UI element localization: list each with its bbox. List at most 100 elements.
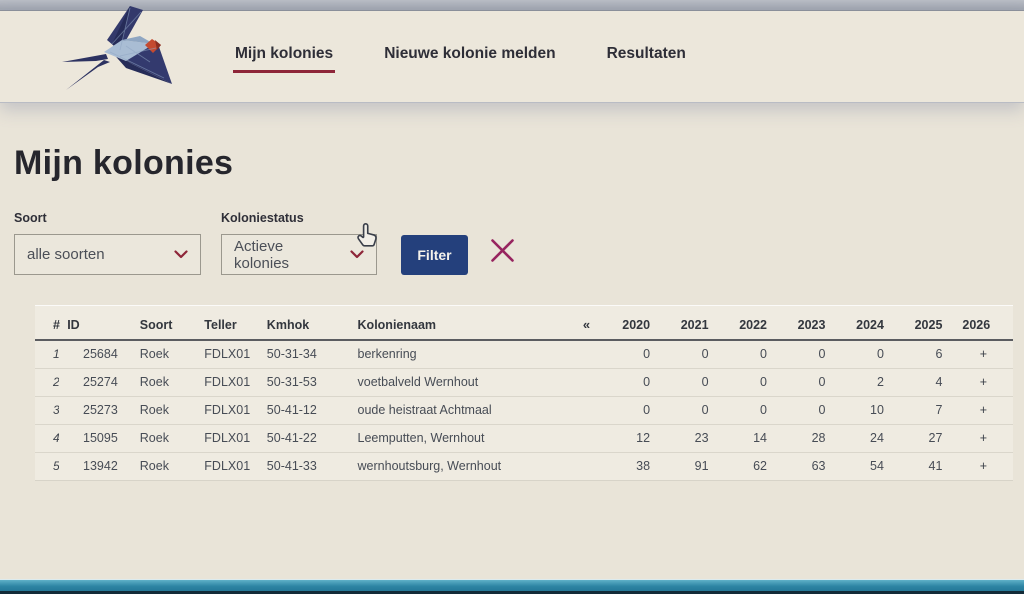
cell-count-2022: 14 [720, 424, 779, 453]
main-navigation: Mijn kolonies Nieuwe kolonie melden Resu… [233, 11, 688, 102]
cell-count-2025: 6 [895, 340, 955, 369]
col-header-soort: Soort [131, 306, 197, 341]
table-body: 1. 25684 Roek FDLX01 50-31-34 berkenring… [35, 340, 1013, 480]
cell-count-2020: 38 [636, 459, 651, 473]
cell-kmhok: 50-41-33 [266, 459, 317, 473]
cell-colony-id: 15095 [59, 424, 132, 453]
col-header-2026: 2026 [954, 306, 1013, 341]
col-header-2023: 2023 [779, 306, 838, 341]
nav-item-mijn-kolonies[interactable]: Mijn kolonies [233, 41, 336, 73]
col-header-2022: 2022 [720, 306, 779, 341]
cell-count-2023: 0 [779, 396, 838, 425]
active-tab-underline [233, 70, 336, 73]
col-header-teller: Teller [196, 306, 259, 341]
add-count-2026-button[interactable]: + [954, 368, 1013, 397]
cell-count-2021: 0 [662, 340, 721, 369]
cell-count-2024: 24 [837, 424, 896, 453]
colony-name-link[interactable]: Leemputten, Wernhout [349, 424, 570, 453]
cell-colony-id: 25274 [59, 368, 132, 397]
koloniestatus-field: Koloniestatus Actieve kolonies [221, 211, 377, 275]
colonies-table-panel: # ID Soort Teller Kmhok Kolonienaam « 20… [35, 305, 1013, 481]
cell-count-2021: 23 [662, 424, 721, 453]
nav-item-resultaten[interactable]: Resultaten [605, 41, 688, 73]
cell-kmhok: 50-41-22 [258, 424, 350, 453]
filter-button[interactable]: Filter [401, 235, 468, 275]
soort-select-value: alle soorten [27, 246, 105, 263]
cell-colony-id: 25273 [59, 396, 132, 425]
cell-count-2020: 12 [603, 424, 663, 453]
cell-count-2023: 0 [779, 368, 838, 397]
table-row: 3. 25273 Roek FDLX01 50-41-12 oude heist… [35, 396, 1013, 425]
nav-label: Nieuwe kolonie melden [384, 44, 556, 62]
filter-bar: Soort alle soorten Koloniestatus Actieve… [14, 211, 1010, 275]
cell-count-2020: 0 [603, 368, 663, 397]
add-count-2026-button[interactable]: + [954, 396, 1013, 425]
table-header-row: # ID Soort Teller Kmhok Kolonienaam « 20… [35, 306, 1013, 341]
cell-count-2020: 0 [603, 340, 663, 369]
collapse-years-button[interactable]: « [569, 306, 604, 341]
colony-name-link[interactable]: voetbalveld Wernhout [349, 368, 570, 397]
row-number: 3. [35, 396, 60, 425]
cell-soort: Roek [131, 368, 197, 397]
cell-count-2025: 41 [928, 459, 943, 473]
cell-kmhok: 50-41-12 [258, 396, 350, 425]
cell-count-2022: 0 [720, 340, 779, 369]
table-row: 4. 15095 Roek FDLX01 50-41-22 Leemputten… [35, 424, 1013, 453]
cell-count-2023: 28 [779, 424, 838, 453]
koloniestatus-select[interactable]: Actieve kolonies [221, 222, 377, 275]
table-row: 1. 25684 Roek FDLX01 50-31-34 berkenring… [35, 340, 1013, 369]
col-header-2024: 2024 [837, 306, 896, 341]
nav-label: Mijn kolonies [235, 44, 334, 62]
cell-count-2021: 0 [662, 368, 721, 397]
cell-kmhok: 50-31-53 [258, 368, 350, 397]
nav-item-nieuwe-kolonie-melden[interactable]: Nieuwe kolonie melden [382, 41, 557, 73]
cell-count-2022: 0 [720, 396, 779, 425]
cell-spacer [569, 396, 604, 425]
row-number: 5. [53, 459, 60, 473]
cell-soort: Roek [131, 396, 197, 425]
soort-select[interactable]: alle soorten [14, 234, 201, 275]
cell-teller: FDLX01 [196, 424, 259, 453]
cell-count-2025: 27 [895, 424, 955, 453]
cell-count-2025: 4 [895, 368, 955, 397]
cell-count-2023: 63 [811, 459, 826, 473]
cell-colony-id: 25684 [59, 340, 132, 369]
cell-soort: Roek [131, 424, 197, 453]
cell-spacer [569, 368, 604, 397]
table-header: # ID Soort Teller Kmhok Kolonienaam « 20… [35, 306, 1013, 341]
cell-teller: FDLX01 [196, 368, 259, 397]
colony-name-link[interactable]: wernhoutsburg, Wernhout [357, 459, 502, 473]
col-header-2020: 2020 [603, 306, 663, 341]
soort-field: Soort alle soorten [14, 211, 201, 275]
x-icon [491, 239, 514, 262]
row-number: 1. [35, 340, 60, 369]
col-header-kmhok: Kmhok [258, 306, 350, 341]
col-header-id: ID [59, 306, 132, 341]
add-count-2026-button[interactable]: + [954, 424, 1013, 453]
clear-filter-button[interactable] [489, 238, 516, 268]
cell-count-2022: 62 [753, 459, 767, 473]
main-content: Mijn kolonies Soort alle soorten Kolonie… [0, 143, 1024, 481]
table-row: 5. 13942 Roek FDLX01 50-41-33 wernhoutsb… [35, 453, 1013, 481]
cell-count-2025: 7 [895, 396, 955, 425]
col-header-num: # [35, 306, 60, 341]
table-row: 2. 25274 Roek FDLX01 50-31-53 voetbalvel… [35, 368, 1013, 397]
col-header-2025: 2025 [895, 306, 955, 341]
cell-spacer [569, 340, 604, 369]
add-count-2026-button[interactable]: + [979, 459, 987, 473]
row-number: 4. [35, 424, 60, 453]
cell-count-2024: 0 [837, 340, 896, 369]
colony-name-link[interactable]: oude heistraat Achtmaal [349, 396, 570, 425]
swallow-logo-icon [62, 6, 172, 90]
soort-label: Soort [14, 211, 47, 225]
colony-name-link[interactable]: berkenring [349, 340, 570, 369]
cell-count-2022: 0 [720, 368, 779, 397]
window-top-strip [0, 0, 1024, 11]
koloniestatus-select-value: Actieve kolonies [234, 237, 290, 272]
col-header-kolonienaam: Kolonienaam [349, 306, 570, 341]
cell-soort: Roek [131, 340, 197, 369]
mouse-cursor-icon [357, 222, 377, 247]
chevron-down-icon [174, 250, 188, 259]
add-count-2026-button[interactable]: + [954, 340, 1013, 369]
